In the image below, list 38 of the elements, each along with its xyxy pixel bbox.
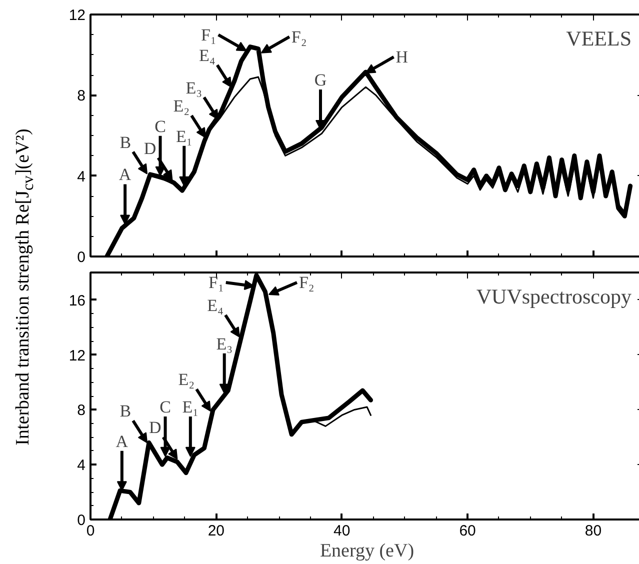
annotation: D: [148, 418, 162, 438]
y-tick-label: 12: [68, 7, 86, 24]
annotation: F₂: [291, 27, 307, 46]
annotation: A: [116, 432, 129, 451]
annotation: VUVspectroscopy: [476, 284, 632, 308]
annotation: G: [314, 70, 327, 90]
annotation: F₂: [298, 272, 314, 292]
x-tick-label: 20: [208, 522, 225, 540]
annotation: VEELS: [566, 26, 632, 50]
annotation: E₂: [173, 96, 190, 116]
y-tick-label: 0: [77, 249, 86, 266]
annotation: A: [118, 165, 132, 184]
annotation: C: [160, 398, 171, 417]
y-tick-label: 4: [77, 168, 86, 186]
annotation: E₁: [176, 126, 192, 146]
annotation: B: [120, 402, 132, 421]
x-axis-title: Energy (eV): [320, 540, 414, 562]
y-tick-label: 8: [77, 88, 86, 105]
y-tick-label: 0: [77, 512, 86, 529]
annotation: F₁: [200, 25, 216, 44]
x-tick-label: 60: [459, 522, 476, 540]
annotation: E₄: [198, 46, 216, 66]
y-tick-label: 12: [68, 347, 86, 364]
annotation: E₃: [186, 78, 202, 98]
x-tick-label: 40: [334, 522, 350, 540]
y-tick-label: 4: [77, 457, 86, 474]
annotation: E₃: [216, 334, 233, 354]
annotation: C: [154, 116, 166, 136]
y-tick-label: 8: [77, 402, 86, 420]
annotation: H: [396, 47, 408, 66]
x-tick-label: 80: [584, 522, 602, 540]
annotation: E₁: [182, 398, 199, 417]
annotation: F₁: [208, 272, 224, 292]
annotation: E₄: [207, 296, 224, 316]
annotation: D: [144, 138, 156, 158]
annotation: E₂: [178, 370, 195, 390]
annotation: B: [120, 132, 132, 152]
y-tick-label: 16: [68, 292, 86, 310]
